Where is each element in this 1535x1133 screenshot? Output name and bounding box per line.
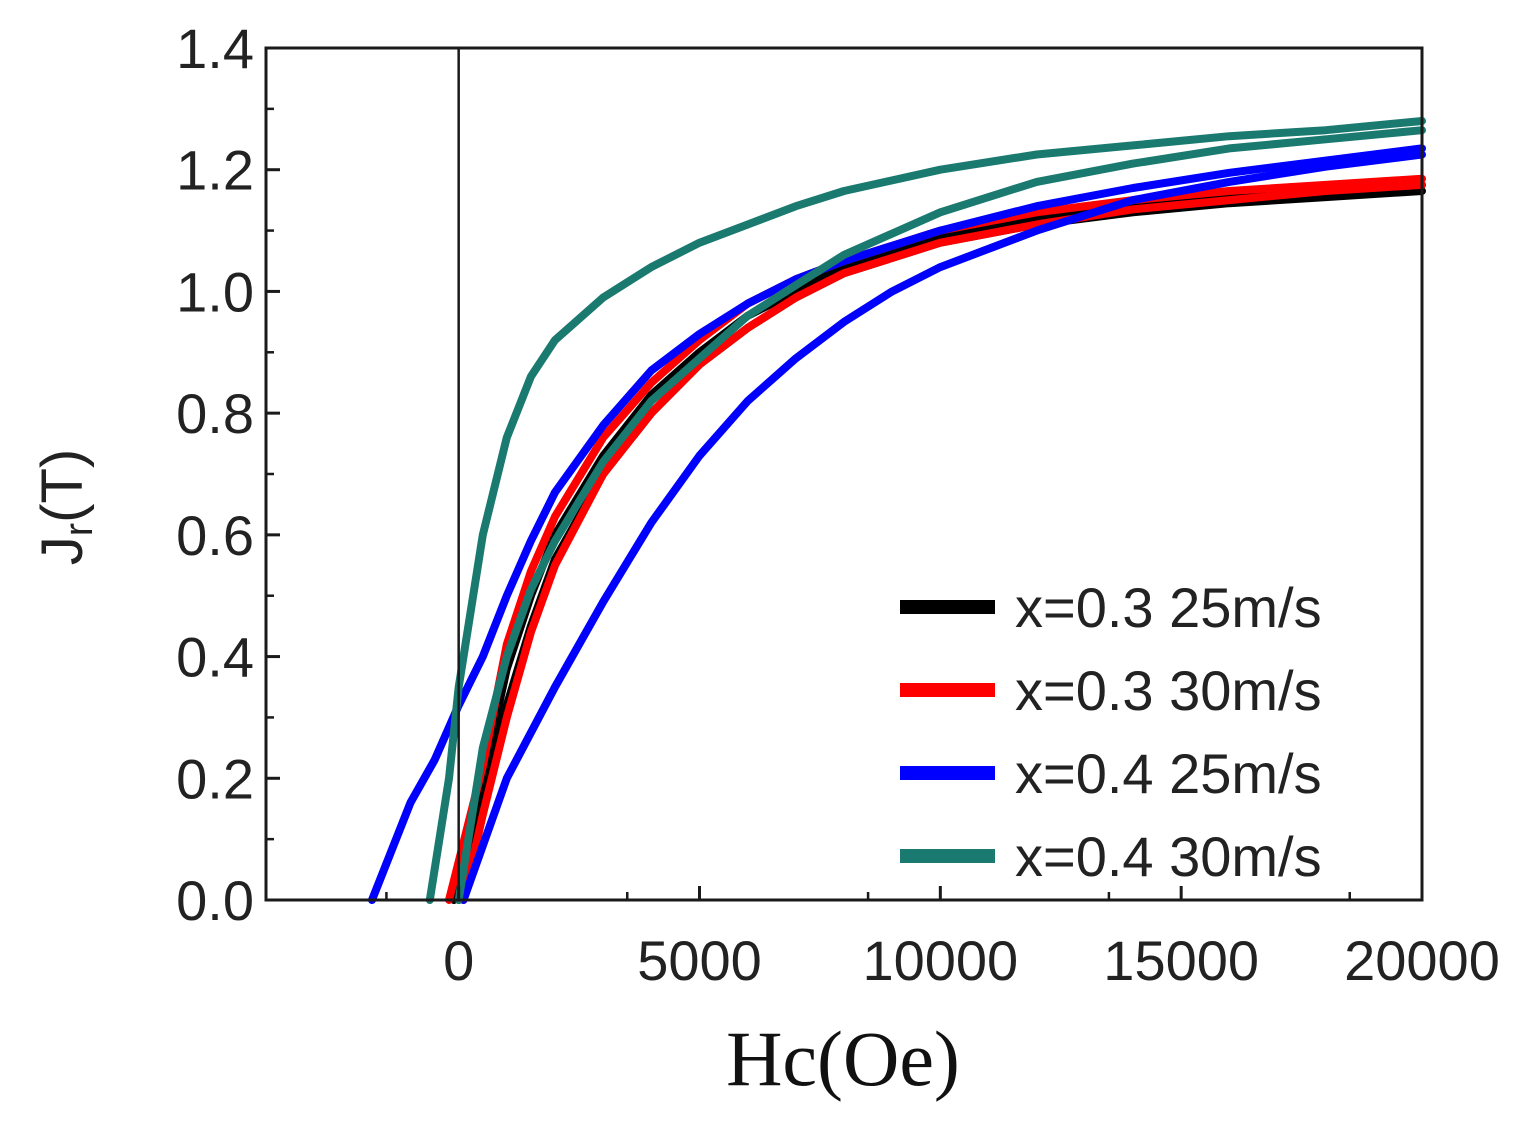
y-tick-label: 1.4	[176, 17, 254, 80]
y-tick-label: 1.2	[176, 139, 254, 202]
x-axis-title: Hc(Oe)	[726, 1015, 960, 1102]
series-line-x-0-4-25m-s-curve-2	[459, 150, 1426, 904]
y-tick-label: 1.0	[176, 260, 254, 323]
x-tick-label: 10000	[862, 929, 1018, 992]
ticks-layer: 0 5000 10000 15000 20000 0.0 0.2 0.4 0.6 0.8 1.0 1.…	[176, 17, 1500, 992]
y-axis-title-sub: r	[57, 523, 101, 536]
legend: x=0.3 25m/s x=0.3 30m/s x=0.4 25m/s x=0.4 3…	[900, 576, 1322, 888]
y-tick-label: 0.0	[176, 869, 254, 932]
y-tick-label: 0.6	[176, 504, 254, 567]
y-tick-label: 0.4	[176, 626, 254, 689]
x-tick-label: 5000	[637, 929, 762, 992]
y-tick-label: 0.2	[176, 747, 254, 810]
series-line-x-0-4-30m-s-curve-1	[425, 117, 1426, 904]
y-axis-title: Jr(T)	[30, 449, 101, 565]
legend-label-x-0-3-30m-s: x=0.3 30m/s	[1015, 659, 1322, 722]
x-tick-label: 20000	[1344, 929, 1500, 992]
series-line-x-0-4-30m-s-curve-2	[454, 126, 1426, 904]
x-tick-label: 15000	[1103, 929, 1259, 992]
series-line-x-0-3-30m-s-curve-2	[459, 180, 1426, 904]
legend-label-x-0-4-25m-s: x=0.4 25m/s	[1015, 742, 1322, 805]
legend-label-x-0-4-30m-s: x=0.4 30m/s	[1015, 825, 1322, 888]
y-axis-title-tail: (T)	[30, 449, 95, 523]
y-tick-label: 0.8	[176, 382, 254, 445]
legend-label-x-0-3-25m-s: x=0.3 25m/s	[1015, 576, 1322, 639]
y-axis-title-main: J	[30, 536, 95, 565]
series-line-x-0-4-25m-s-curve-1	[368, 144, 1426, 904]
curves-layer	[368, 117, 1426, 904]
x-tick-label: 0	[443, 929, 474, 992]
